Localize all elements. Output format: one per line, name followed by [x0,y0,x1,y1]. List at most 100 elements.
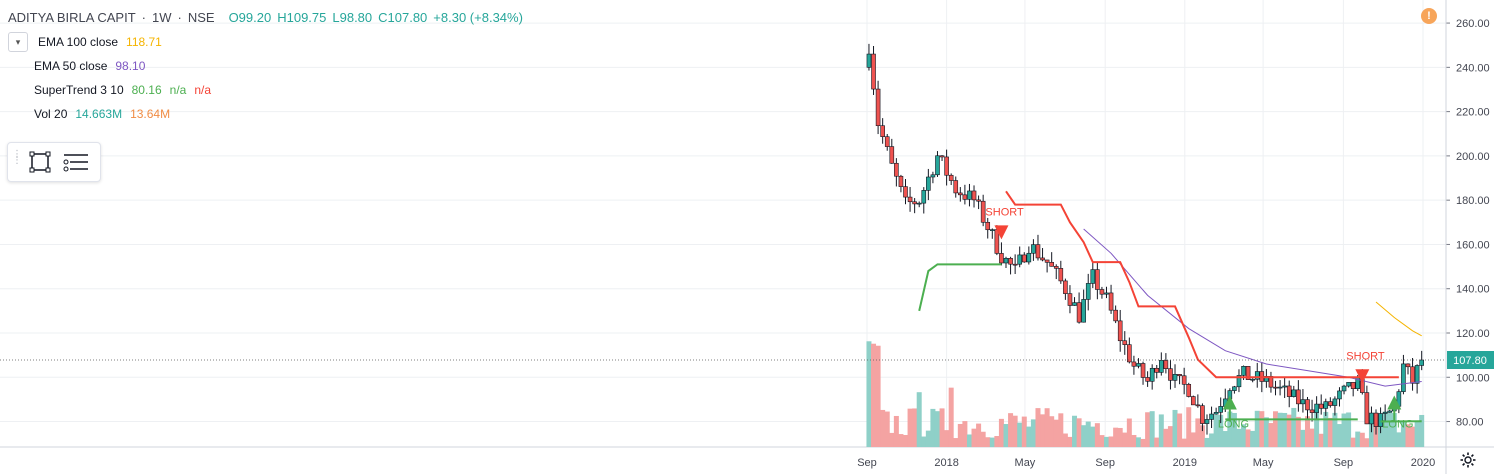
supertrend-down-line [1005,190,1363,379]
volume-bar [1195,418,1201,447]
volume-bar [1113,427,1119,447]
drawing-toolbox[interactable]: ⋮ ⋮ [7,142,101,182]
volume-bar [1241,424,1247,447]
volume-bar [1053,419,1059,447]
volume-bar [1291,407,1297,447]
volume-bar [925,430,931,447]
candle-body [1323,401,1329,409]
volume-bar [1149,411,1155,447]
volume-bar [1387,411,1393,447]
x-tick-label: May [1015,457,1036,469]
rectangle-select-icon[interactable] [22,146,58,178]
symbol-header[interactable]: ADITYA BIRLA CAPIT · 1W · NSE O99.20 H10… [8,6,523,30]
indicator-name: EMA 50 close [34,59,108,73]
candle-body [1200,405,1205,424]
candle-body [1081,299,1086,323]
candle-body [1305,399,1310,411]
volume-bar [1336,424,1342,447]
candle-body [1154,367,1160,373]
candle-body [1145,377,1150,382]
short-signal-label: SHORT [1346,350,1385,362]
candle-body [1387,410,1393,413]
indicator-row[interactable]: EMA 50 close 98.10 [34,54,523,78]
indicator-name: Vol 20 [34,107,68,121]
high-value: H109.75 [277,10,327,25]
volume-bar [921,436,927,447]
candle-body [1241,366,1246,376]
indicator-value: 14.663M [75,107,123,121]
candle-body [1232,386,1237,391]
volume-bar [1382,411,1388,447]
y-tick-label: 80.00 [1456,417,1484,429]
volume-bar [944,430,950,447]
y-tick-label: 140.00 [1456,284,1490,296]
volume-bar [1231,412,1237,447]
symbol-name[interactable]: ADITYA BIRLA CAPIT [8,10,136,25]
gear-icon[interactable] [1460,452,1476,468]
candle-body [1031,244,1036,254]
volume-bar [1346,412,1352,447]
volume-bar [1400,421,1406,447]
chevron-down-icon[interactable]: ▾ [8,32,28,52]
volume-bar [1236,428,1242,447]
candle-body [1040,257,1045,261]
candle-body [985,221,991,231]
indicator-value: n/a [169,83,187,97]
candle-body [1140,363,1146,378]
interval[interactable]: 1W [151,10,172,25]
candle-body [1049,262,1054,267]
volume-bar [1103,436,1109,447]
volume-bar [1209,433,1215,447]
indicator-row[interactable]: ▾ EMA 100 close 118.71 [8,30,523,54]
candle-body [976,199,981,202]
candle-body [1286,385,1292,397]
volume-bar [871,343,877,447]
candle-body [980,200,986,223]
candle-body [1213,411,1219,415]
volume-bar [1368,420,1374,447]
volume-bar [1090,426,1096,447]
candle-body [1017,254,1023,265]
volume-bar [1099,435,1105,447]
volume-bar [957,423,963,447]
volume-bar [1245,429,1251,447]
candle-body [1254,371,1260,380]
candle-body [1186,384,1192,397]
x-tick-label: 2018 [934,457,958,469]
volume-bar [1008,413,1014,447]
candle-body [1309,409,1315,413]
candle-body [898,175,904,187]
candle-body [1350,382,1356,389]
candle-body [953,180,959,194]
alert-icon[interactable]: ! [1421,8,1437,24]
volume-bar [1364,438,1370,447]
candle-body [1172,374,1178,381]
candle-body [1414,365,1420,384]
separator: · [177,10,182,25]
settings-lines-icon[interactable] [58,146,94,178]
indicator-row[interactable]: Vol 20 14.663M 13.64M [34,102,523,126]
volume-bar [1117,427,1123,447]
volume-bar [1359,432,1365,447]
volume-bar [962,421,968,447]
change-value: +8.30 (+8.34%) [433,10,523,25]
indicator-value: 13.64M [130,107,171,121]
volume-bar [1076,418,1082,447]
volume-bar [1017,422,1023,447]
candle-body [1419,359,1424,366]
candle-body [866,53,872,68]
volume-bar [1314,411,1320,447]
x-tick-label: Sep [857,457,877,469]
volume-bar [971,428,977,447]
volume-bar [907,408,913,447]
volume-bar [1026,426,1032,447]
exchange: NSE [187,10,215,25]
volume-bar [1405,424,1411,447]
indicator-row[interactable]: SuperTrend 3 10 80.16 n/a n/a [34,78,523,102]
volume-bar [1419,414,1425,447]
short-signal-label: SHORT [985,206,1024,218]
drag-handle-icon[interactable]: ⋮ ⋮ [12,149,22,166]
candle-body [1177,374,1182,377]
volume-bar [980,431,986,447]
